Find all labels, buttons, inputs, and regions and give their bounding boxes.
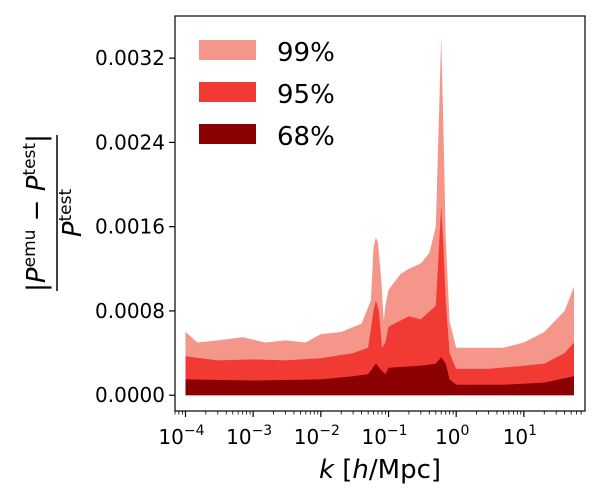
legend-swatch <box>199 124 256 144</box>
x-tick-label: 10−4 <box>158 423 204 449</box>
legend-label: 99% <box>277 38 335 68</box>
series-areas <box>185 37 574 396</box>
x-tick-label: 10−2 <box>294 423 340 449</box>
y-tick-label: 0.0024 <box>95 130 165 154</box>
y-axis: 0.0000 0.0008 0.0016 0.0024 0.0032 <box>95 46 175 407</box>
svg-text:|Pemu − Ptest|: |Pemu − Ptest| <box>20 134 52 292</box>
x-axis-label: k [h/Mpc] <box>319 455 441 485</box>
y-axis-label: |Pemu − Ptest| Ptest <box>20 134 88 292</box>
area-series-3 <box>185 357 574 396</box>
x-tick-label: 101 <box>503 423 537 449</box>
x-tick-label: 10−3 <box>226 423 272 449</box>
legend-label: 95% <box>277 80 335 110</box>
x-axis: 10−4 10−3 10−2 10−1 100 101 <box>158 411 582 449</box>
legend: 99% 95% 68% <box>199 38 335 152</box>
x-tick-label: 100 <box>435 423 469 449</box>
y-tick-label: 0.0016 <box>95 215 165 239</box>
y-label-numerator-abs-open: | <box>22 283 52 292</box>
x-tick-label: 10−1 <box>361 423 407 449</box>
legend-swatch <box>199 82 256 102</box>
legend-label: 68% <box>277 122 335 152</box>
area-series-2 <box>185 205 574 396</box>
y-tick-label: 0.0032 <box>95 46 165 70</box>
svg-text:Ptest: Ptest <box>56 189 88 238</box>
y-tick-label: 0.0000 <box>95 383 165 407</box>
y-tick-label: 0.0008 <box>95 299 165 323</box>
plot-frame <box>174 15 586 412</box>
legend-swatch <box>199 40 256 60</box>
